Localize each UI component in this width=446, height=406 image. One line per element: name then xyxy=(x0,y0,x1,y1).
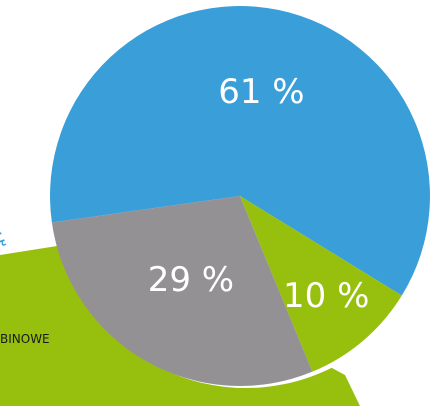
pie-labels: 61 % 10 % 29 % xyxy=(148,72,370,316)
pie-slice-label: 10 % xyxy=(283,276,369,316)
pie-slice-label: 29 % xyxy=(148,260,234,300)
pie-slice xyxy=(50,6,431,296)
pie-slice xyxy=(51,196,313,386)
pie-slice xyxy=(240,196,402,372)
pie-slice-label: 61 % xyxy=(218,72,304,112)
curved-text-fragment: ODĘ xyxy=(0,223,8,261)
band-text-fragment: BINOWE xyxy=(0,332,50,346)
pie-slices xyxy=(50,6,431,386)
